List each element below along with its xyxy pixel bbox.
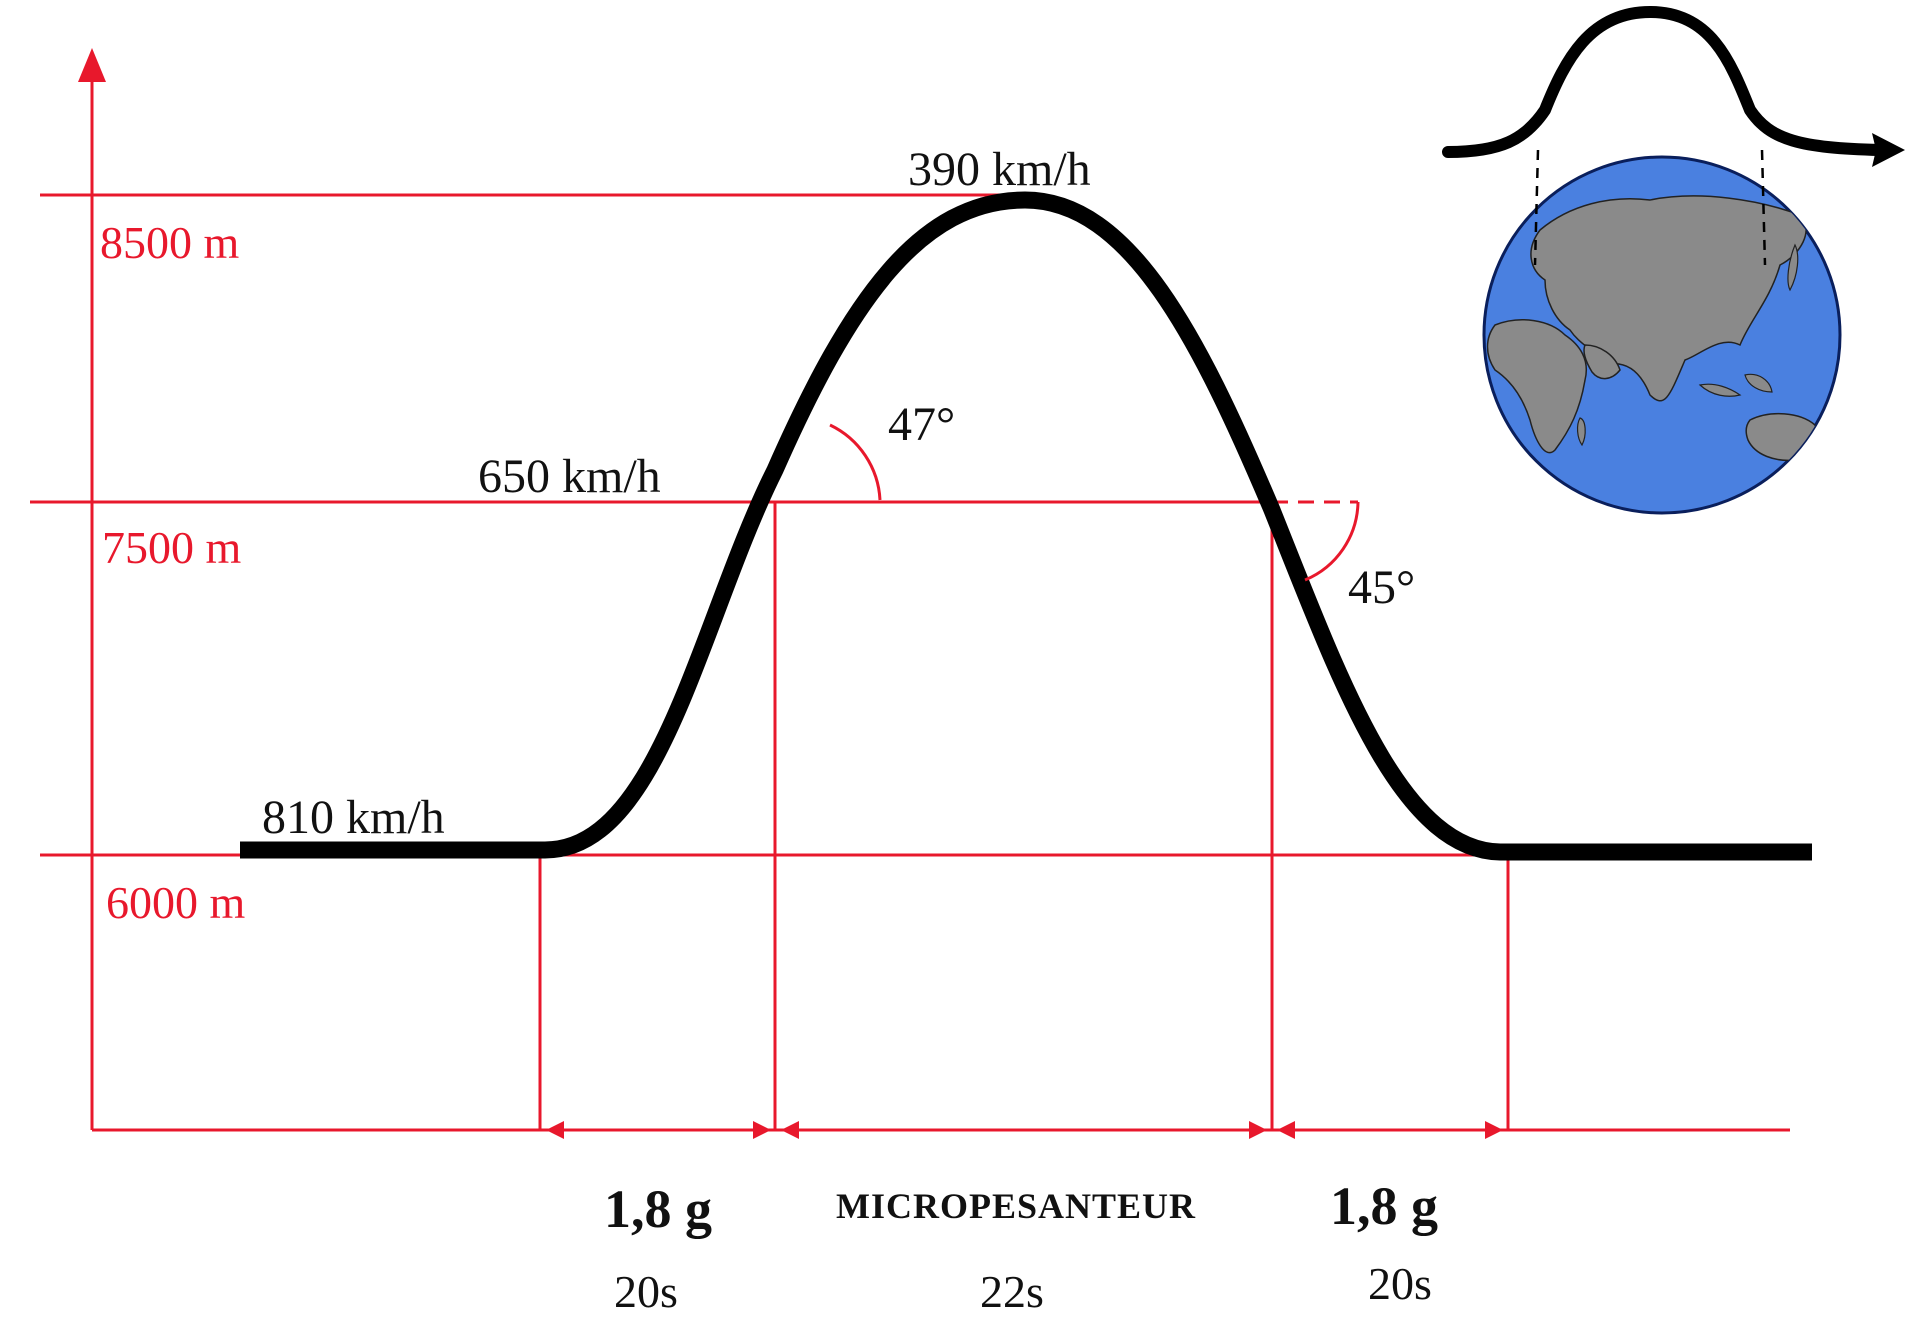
inset-arrow-head xyxy=(1872,133,1905,167)
phase-load-label-2: MICROPESANTEUR xyxy=(836,1186,1196,1226)
speed-labels: 390 km/h 650 km/h 810 km/h xyxy=(262,143,1091,844)
phase-duration-label-2: 22s xyxy=(980,1266,1044,1317)
phase-dividers xyxy=(538,502,1510,1130)
flight-trajectory xyxy=(240,191,1812,861)
descent-angle-arc xyxy=(1304,501,1360,582)
phase-load-label-3: 1,8 g xyxy=(1330,1176,1438,1236)
angle-label-ascent: 47° xyxy=(888,398,955,451)
ascent-angle-arc xyxy=(829,423,882,501)
altitude-labels: 8500 m 7500 m 6000 m xyxy=(100,217,246,928)
angle-label-descent: 45° xyxy=(1348,561,1415,614)
angle-labels: 47° 45° xyxy=(888,398,1415,614)
speed-label-pull-up: 650 km/h xyxy=(478,450,661,503)
altitude-label-6000: 6000 m xyxy=(106,877,246,928)
speed-label-cruise: 810 km/h xyxy=(262,791,445,844)
inset-trajectory xyxy=(1442,5,1886,158)
phase-duration-label-3: 20s xyxy=(1368,1258,1432,1309)
phase-load-label-1: 1,8 g xyxy=(604,1179,712,1239)
trajectory-curve xyxy=(240,191,1812,861)
altitude-label-7500: 7500 m xyxy=(102,522,242,573)
globe-inset xyxy=(1442,5,1905,515)
angle-arcs xyxy=(829,423,1360,582)
inset-drop-line-right xyxy=(1760,149,1767,266)
earth-globe-icon xyxy=(1482,155,1842,515)
phase-duration-label-1: 20s xyxy=(614,1266,678,1317)
inset-drop-line-left xyxy=(1533,149,1540,266)
altitude-label-8500: 8500 m xyxy=(100,217,240,268)
speed-label-apex: 390 km/h xyxy=(908,143,1091,196)
y-axis-arrow xyxy=(78,48,106,82)
phase-labels: 1,8 g 20s MICROPESANTEUR 22s 1,8 g 20s xyxy=(604,1176,1438,1317)
